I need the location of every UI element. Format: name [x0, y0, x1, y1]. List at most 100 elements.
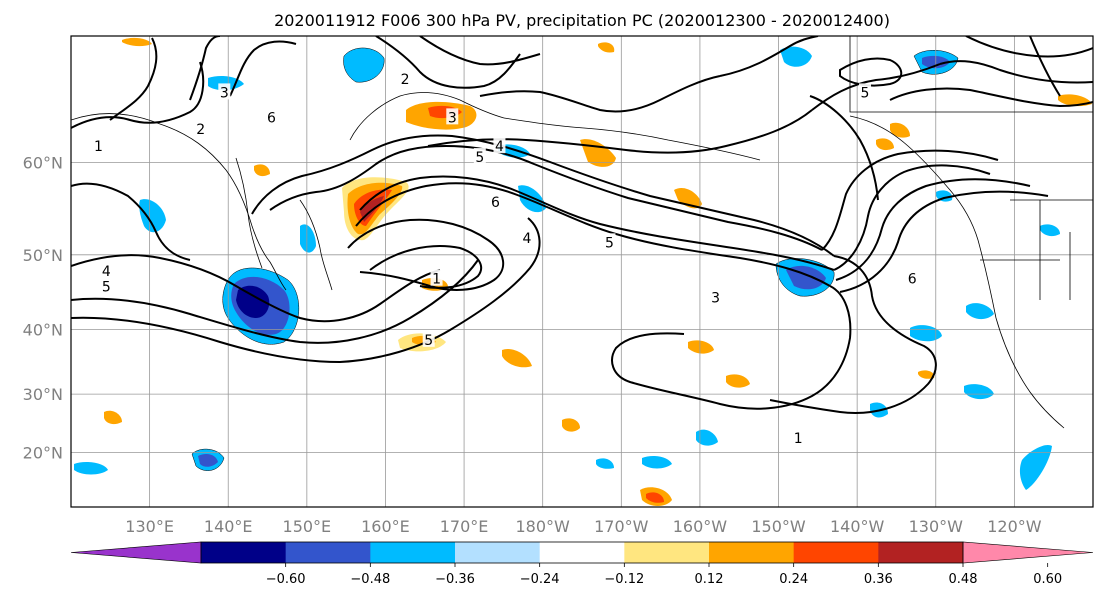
pv-label-background — [473, 148, 486, 165]
colorbar-segment — [539, 542, 625, 563]
pv-contour-line — [369, 245, 483, 289]
pv-contour-line — [769, 255, 937, 414]
precip-anomaly-negative — [518, 185, 546, 213]
pv-label-background — [430, 269, 443, 286]
longitude-tick-label: 150°E — [283, 517, 332, 536]
precip-anomaly-negative — [198, 454, 218, 467]
pv-contour-line — [811, 63, 941, 111]
latitude-tick-label: 50°N — [23, 246, 63, 265]
precip-anomaly-positive — [254, 164, 270, 177]
pv-contour-label: 5 — [424, 333, 433, 349]
longitude-tick-labels: 130°E 140°E 150°E 160°E 170°E 180°W 170°W 160°W… — [125, 517, 1041, 536]
precip-anomaly-negative — [236, 285, 270, 318]
pv-contour-line — [821, 149, 999, 251]
pv-contour-label: 1 — [432, 272, 441, 288]
colorbar-segment — [370, 542, 456, 563]
pv-label-background — [446, 108, 459, 125]
pv-contour-label: 1 — [94, 139, 103, 155]
pv-contour-label: 4 — [495, 139, 504, 155]
latitude-tick-label: 60°N — [23, 153, 63, 172]
precip-anomaly-negative — [780, 46, 812, 67]
precip-anomaly-negative — [1040, 224, 1060, 237]
pv-contour-label: 5 — [102, 279, 111, 295]
pv-label-background — [792, 429, 805, 446]
pv-label-background — [100, 261, 113, 278]
longitude-tick-label: 140°W — [830, 517, 885, 536]
pv-contour-line — [347, 218, 504, 291]
colorbar-segment — [201, 542, 287, 563]
precip-anomaly-positive — [646, 492, 664, 503]
pv-label-background — [218, 83, 231, 100]
precip-anomaly-negative — [964, 384, 994, 400]
pv-label-background — [709, 288, 722, 305]
pv-contour-line — [71, 217, 541, 364]
pv-contour-line — [1029, 36, 1061, 97]
latitude-tick-label: 20°N — [23, 443, 63, 462]
colorbar-segment — [285, 542, 371, 563]
colorbar-tick-label: 0.48 — [949, 572, 978, 587]
pv-contour-label: 4 — [102, 264, 111, 280]
pv-label-background — [265, 108, 278, 125]
precip-anomaly-negative — [1019, 444, 1052, 490]
longitude-tick-label: 150°W — [751, 517, 806, 536]
pv-contour-line — [229, 40, 297, 97]
colorbar-tick-label: −0.48 — [350, 572, 390, 587]
coastlines — [71, 36, 1093, 429]
longitude-tick-label: 120°W — [987, 517, 1042, 536]
pv-contour-label: 3 — [448, 110, 457, 126]
precip-anomaly-negative — [966, 303, 994, 320]
colorbar-segment — [624, 542, 710, 563]
pv-contour-line — [375, 36, 521, 89]
colorbar-extend-high — [962, 541, 1094, 564]
precip-anomaly-negative — [343, 47, 385, 83]
precip-anomaly-negative — [596, 458, 614, 469]
pv-contour-line — [71, 254, 441, 323]
map-frame — [70, 35, 1094, 508]
colorbar-tick-label: −0.36 — [435, 572, 475, 587]
pv-contour-label: 5 — [475, 150, 484, 166]
colorbar-segment — [455, 542, 541, 563]
pv-label-background — [906, 269, 919, 286]
pv-label-background — [859, 83, 872, 100]
pv-contour-line — [419, 36, 541, 66]
pv-contour-line — [839, 190, 1049, 293]
colorbar-tick-label: −0.12 — [604, 572, 644, 587]
pv-contour-label: 5 — [861, 85, 870, 101]
precip-anomaly-positive — [918, 370, 935, 379]
pv-label-background — [520, 229, 533, 246]
pv-contour-label: 6 — [267, 110, 276, 126]
pv-contour-label: 5 — [605, 235, 614, 251]
pv-contour-line — [189, 36, 221, 101]
figure-title: 2020011912 F006 300 hPa PV, precipitatio… — [274, 11, 890, 30]
precip-anomaly-positive — [688, 340, 714, 354]
precip-anomaly-negative — [696, 429, 718, 446]
pv-label-background — [493, 137, 506, 154]
pv-contour-line — [719, 36, 819, 77]
precip-anomaly-positive — [890, 122, 910, 138]
pv-label-background — [422, 330, 435, 347]
pv-contour-line — [835, 178, 1031, 281]
longitude-tick-label: 180°W — [516, 517, 571, 536]
colorbar-tick-label: −0.60 — [266, 572, 306, 587]
pv-contour-label: 2 — [401, 72, 410, 88]
longitude-tick-label: 140°E — [204, 517, 253, 536]
pv-contour-line — [833, 164, 991, 271]
latitude-tick-label: 30°N — [23, 385, 63, 404]
pv-contour-line — [479, 75, 721, 113]
pv-contour-label: 3 — [711, 291, 720, 307]
precip-anomaly-negative — [300, 224, 316, 253]
pv-label-background — [399, 70, 412, 87]
precip-anomaly-positive — [876, 138, 894, 151]
longitude-tick-label: 160°E — [361, 517, 410, 536]
colorbar-tick-label: 0.12 — [695, 572, 724, 587]
pv-contour-label: 6 — [908, 272, 917, 288]
pv-contour-line — [355, 182, 831, 287]
pv-contour-line — [269, 144, 823, 251]
colorbar-tick-label: −0.24 — [520, 572, 560, 587]
colorbar-tick-label: 0.36 — [864, 572, 893, 587]
pv-label-background — [92, 137, 105, 154]
precip-anomaly-positive — [562, 418, 580, 432]
colorbar: −0.60 −0.48 −0.36 −0.24 −0.12 0.12 0.24 0.36 0.4… — [70, 541, 1094, 587]
pv-contour-label: 4 — [523, 231, 532, 247]
